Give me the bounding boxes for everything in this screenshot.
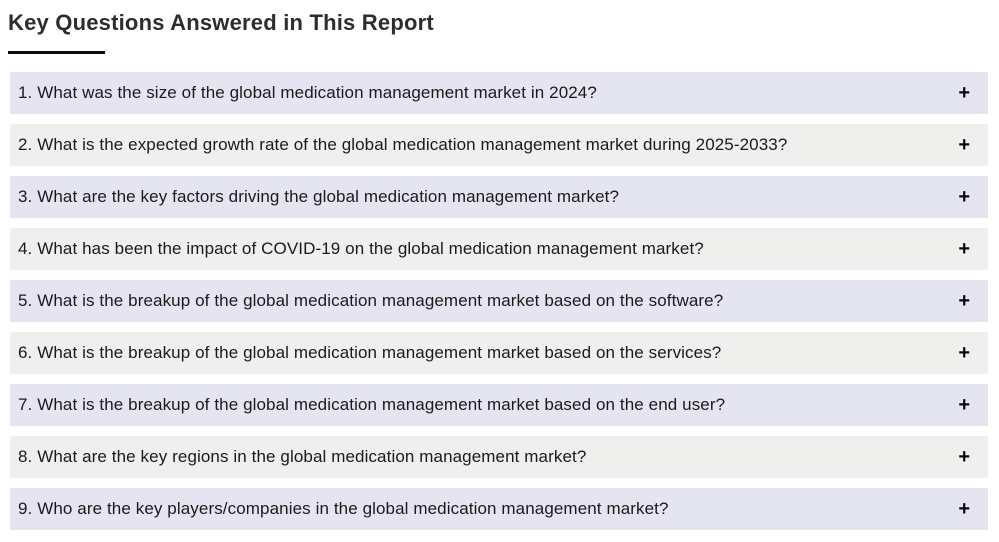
faq-question-8: 8. What are the key regions in the globa… [18, 447, 587, 467]
faq-question-5: 5. What is the breakup of the global med… [18, 291, 724, 311]
expand-plus-icon[interactable]: + [958, 134, 970, 157]
expand-plus-icon[interactable]: + [958, 238, 970, 261]
expand-plus-icon[interactable]: + [958, 290, 970, 313]
faq-row-3[interactable]: 3. What are the key factors driving the … [10, 176, 988, 219]
faq-question-1: 1. What was the size of the global medic… [18, 83, 597, 103]
faq-question-6: 6. What is the breakup of the global med… [18, 343, 722, 363]
faq-row-8[interactable]: 8. What are the key regions in the globa… [10, 436, 988, 479]
faq-question-4: 4. What has been the impact of COVID-19 … [18, 239, 704, 259]
faq-row-4[interactable]: 4. What has been the impact of COVID-19 … [10, 228, 988, 271]
expand-plus-icon[interactable]: + [958, 186, 970, 209]
faq-question-3: 3. What are the key factors driving the … [18, 187, 620, 207]
page-title: Key Questions Answered in This Report [8, 10, 434, 35]
title-underline [8, 51, 105, 55]
faq-row-1[interactable]: 1. What was the size of the global medic… [10, 72, 988, 115]
expand-plus-icon[interactable]: + [958, 394, 970, 417]
expand-plus-icon[interactable]: + [958, 82, 970, 105]
faq-question-2: 2. What is the expected growth rate of t… [18, 135, 788, 155]
expand-plus-icon[interactable]: + [958, 446, 970, 469]
faq-row-5[interactable]: 5. What is the breakup of the global med… [10, 280, 988, 323]
faq-list: 1. What was the size of the global medic… [10, 72, 988, 531]
faq-row-7[interactable]: 7. What is the breakup of the global med… [10, 384, 988, 427]
expand-plus-icon[interactable]: + [958, 498, 970, 521]
faq-row-9[interactable]: 9. Who are the key players/companies in … [10, 488, 988, 531]
faq-question-9: 9. Who are the key players/companies in … [18, 499, 669, 519]
faq-row-2[interactable]: 2. What is the expected growth rate of t… [10, 124, 988, 167]
faq-question-7: 7. What is the breakup of the global med… [18, 395, 726, 415]
expand-plus-icon[interactable]: + [958, 342, 970, 365]
faq-row-6[interactable]: 6. What is the breakup of the global med… [10, 332, 988, 375]
